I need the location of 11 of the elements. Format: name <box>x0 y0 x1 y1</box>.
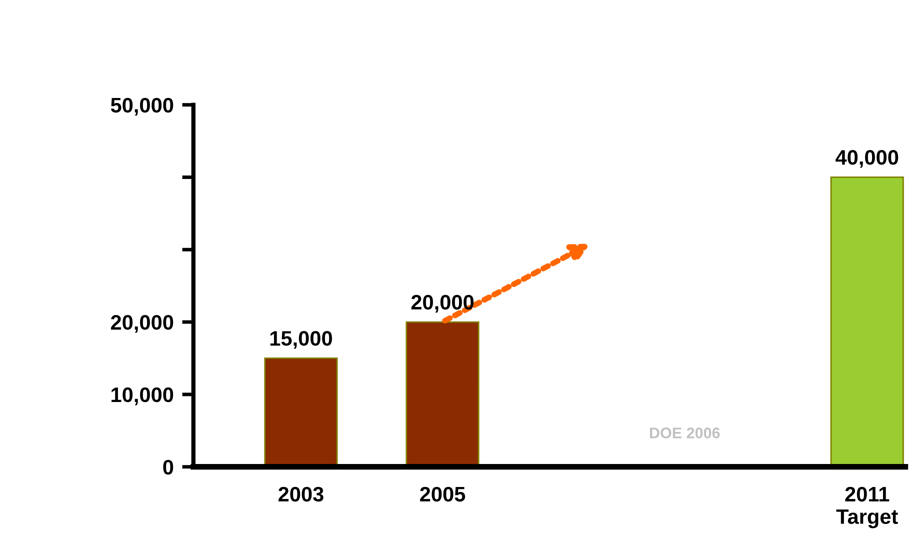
data-label: 40,000 <box>836 150 898 168</box>
y-tick-label: 10,000 <box>112 387 174 406</box>
annotation: DOE 2006 <box>650 428 720 438</box>
y-tick-label: 50,000 <box>110 98 174 116</box>
y-tick-label: 20,000 <box>110 315 174 333</box>
x-tick-label: 2005 <box>420 486 466 502</box>
x-tick-label: 2011 Target <box>836 486 898 528</box>
x-tick-label: 2003 <box>278 486 324 502</box>
data-label: 15,000 <box>270 331 332 349</box>
data-label: 20,000 <box>411 294 474 313</box>
y-tick-label: 0 <box>163 460 174 475</box>
